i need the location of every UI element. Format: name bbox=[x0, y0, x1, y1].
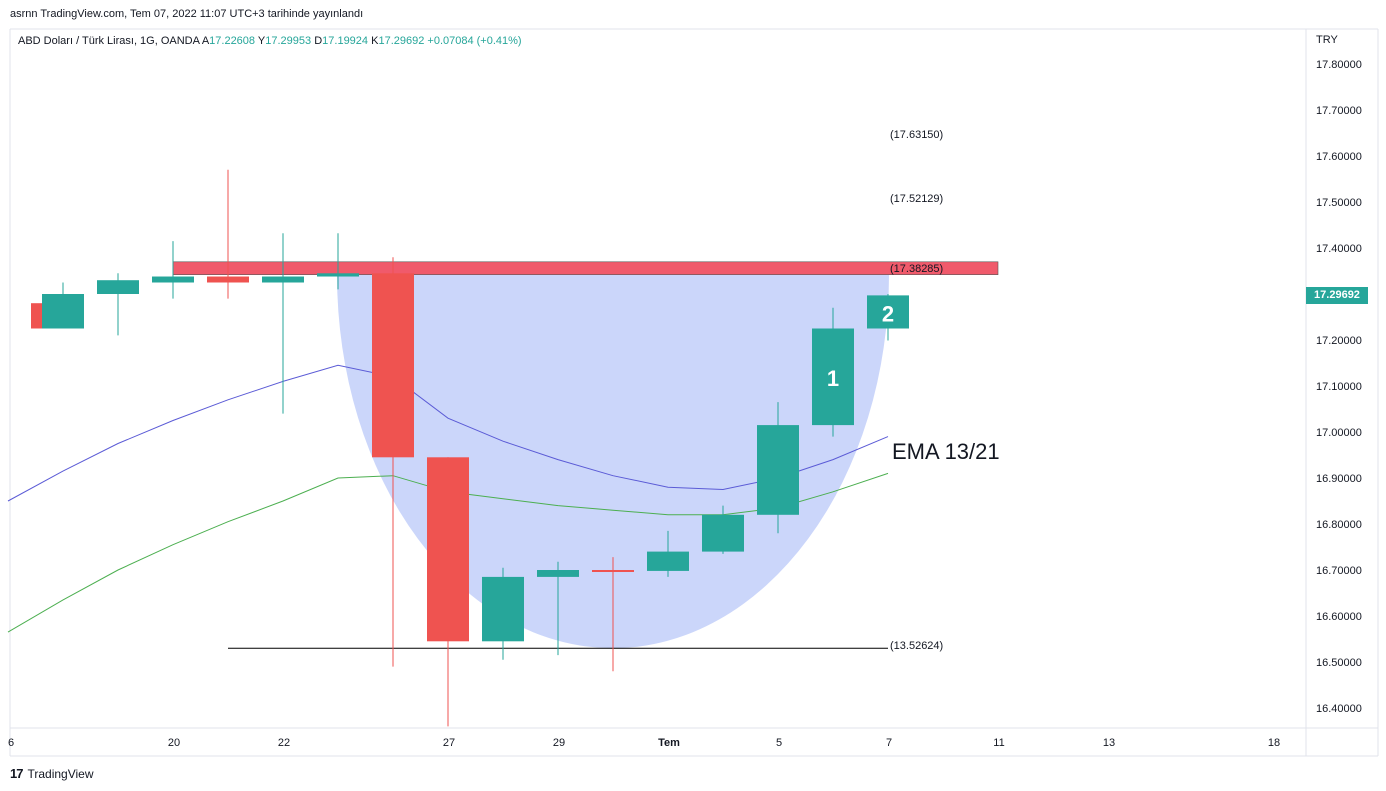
price-axis-tick: 16.50000 bbox=[1316, 657, 1362, 669]
high-value: 17.29953 bbox=[265, 35, 312, 47]
open-label: A bbox=[201, 35, 210, 47]
time-axis-tick: 6 bbox=[8, 737, 14, 749]
tradingview-logo-icon: 17 bbox=[10, 766, 24, 781]
price-label-17-52129: (17.52129) bbox=[890, 193, 943, 205]
ema-label: EMA 13/21 bbox=[892, 439, 1000, 464]
time-axis-tick: 29 bbox=[553, 737, 565, 749]
candle-body[interactable] bbox=[482, 576, 524, 642]
close-label: K bbox=[371, 35, 379, 47]
candle-body[interactable] bbox=[372, 273, 414, 458]
candle-body[interactable] bbox=[42, 294, 84, 329]
time-axis-tick: 27 bbox=[443, 737, 455, 749]
price-axis-tick: 17.50000 bbox=[1316, 197, 1362, 209]
open-value: 17.22608 bbox=[209, 35, 256, 47]
price-axis-tick: 16.70000 bbox=[1316, 565, 1362, 577]
ohlc-legend: ABD Doları / Türk Lirası, 1G, OANDA A17.… bbox=[18, 35, 522, 47]
price-axis-tick: 17.60000 bbox=[1316, 151, 1362, 163]
time-axis-tick: Tem bbox=[658, 737, 680, 749]
price-axis-tick: 16.80000 bbox=[1316, 519, 1362, 531]
last-price-tag: 17.29692 bbox=[1306, 287, 1368, 304]
candle-body[interactable] bbox=[867, 295, 909, 329]
candle-body[interactable] bbox=[97, 280, 139, 294]
price-axis-tick: 17.00000 bbox=[1316, 427, 1362, 439]
candle-body[interactable] bbox=[702, 514, 744, 552]
price-label-17-63150: (17.63150) bbox=[890, 129, 943, 141]
time-axis-tick: 5 bbox=[776, 737, 782, 749]
resistance-zone[interactable] bbox=[172, 261, 999, 275]
close-value: 17.29692 bbox=[378, 35, 425, 47]
currency-label: TRY bbox=[1316, 34, 1338, 46]
candle-body[interactable] bbox=[537, 570, 579, 577]
candle-body[interactable] bbox=[317, 273, 359, 277]
time-axis-tick: 22 bbox=[278, 737, 290, 749]
candle-body[interactable] bbox=[262, 276, 304, 283]
candle-body[interactable] bbox=[152, 276, 194, 283]
published-caption: asrnn TradingView.com, Tem 07, 2022 11:0… bbox=[10, 8, 364, 20]
candle-body[interactable] bbox=[592, 570, 634, 572]
footer-brand[interactable]: 17 TradingView bbox=[10, 766, 94, 781]
footer-brand-name: TradingView bbox=[27, 766, 94, 781]
change-value: +0.07084 (+0.41%) bbox=[427, 35, 522, 47]
price-axis-tick: 16.60000 bbox=[1316, 611, 1362, 623]
wave-2-label: 2 bbox=[882, 302, 894, 327]
wave-1-label: 1 bbox=[827, 366, 839, 391]
time-axis-tick: 18 bbox=[1268, 737, 1280, 749]
low-label: D bbox=[314, 35, 323, 47]
candle-body[interactable] bbox=[812, 328, 854, 426]
high-label: Y bbox=[257, 35, 266, 47]
time-axis-tick: 11 bbox=[993, 737, 1004, 749]
price-axis-tick: 17.70000 bbox=[1316, 105, 1362, 117]
candle-body[interactable] bbox=[427, 457, 469, 642]
ema13-line[interactable] bbox=[7, 364, 889, 502]
price-axis-tick: 16.90000 bbox=[1316, 473, 1362, 485]
price-axis-tick: 17.10000 bbox=[1316, 381, 1362, 393]
time-axis-tick: 7 bbox=[886, 737, 892, 749]
low-value: 17.19924 bbox=[322, 35, 369, 47]
price-axis-tick: 17.40000 bbox=[1316, 243, 1362, 255]
symbol-name: ABD Doları / Türk Lirası, 1G, OANDA bbox=[18, 35, 200, 47]
price-axis-tick: 17.20000 bbox=[1316, 335, 1362, 347]
cup-pattern-area bbox=[337, 274, 889, 649]
candle-body[interactable] bbox=[757, 425, 799, 515]
price-axis-tick: 16.40000 bbox=[1316, 703, 1362, 715]
time-axis-tick: 20 bbox=[168, 737, 180, 749]
price-label-13-52624: (13.52624) bbox=[890, 640, 943, 652]
candle-body[interactable] bbox=[207, 276, 249, 283]
candle-body[interactable] bbox=[647, 551, 689, 571]
price-axis-tick: 17.80000 bbox=[1316, 59, 1362, 71]
price-label-17-38285: (17.38285) bbox=[890, 263, 943, 275]
time-axis-tick: 13 bbox=[1103, 737, 1115, 749]
